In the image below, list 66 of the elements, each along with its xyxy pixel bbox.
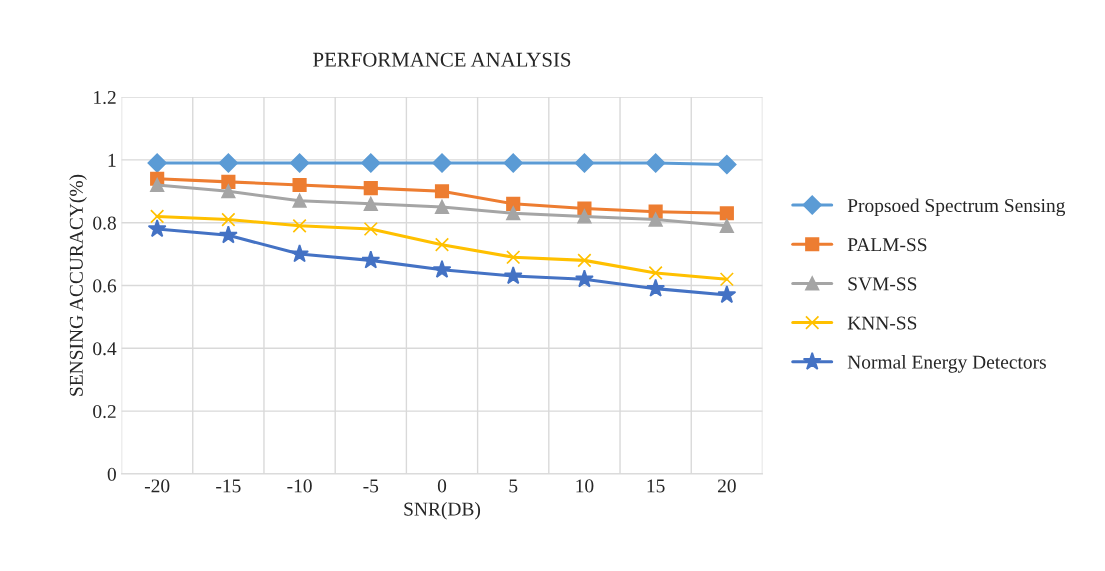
point — [150, 177, 165, 193]
y-tick-label: 1 — [108, 153, 116, 167]
point — [717, 154, 737, 175]
x-axis-title: SNR(DB) — [404, 501, 481, 520]
point — [221, 184, 236, 199]
point — [290, 244, 309, 263]
point — [363, 181, 378, 196]
point — [648, 265, 663, 281]
point — [719, 272, 734, 287]
point — [150, 209, 165, 224]
point — [503, 266, 523, 285]
legend-label: Normal Energy Detectors — [847, 355, 1046, 373]
point — [432, 153, 452, 173]
point — [363, 221, 378, 237]
legend-label: KNN-SS — [847, 316, 917, 330]
legend-label: SVM-SS — [848, 277, 917, 291]
y-tick-label: 0.8 — [93, 216, 116, 230]
legend-label: Propsoed Spectrum Sensing — [847, 198, 1066, 217]
point — [575, 269, 594, 288]
point — [506, 196, 521, 211]
point — [147, 219, 167, 238]
y-tick-label: 1.2 — [94, 90, 116, 105]
point — [361, 153, 381, 173]
legend-label: PALM-SS — [847, 238, 927, 252]
point — [292, 177, 307, 193]
point — [646, 278, 666, 297]
point — [432, 259, 452, 278]
point — [289, 153, 310, 173]
point — [503, 153, 523, 173]
point — [361, 250, 381, 269]
point — [506, 206, 521, 221]
y-tick-label: 0.6 — [93, 279, 117, 293]
point — [363, 196, 378, 211]
point — [218, 153, 239, 173]
point — [719, 218, 734, 233]
y-tick-label: 0 — [107, 467, 116, 481]
point — [506, 250, 521, 265]
point — [577, 253, 592, 268]
point — [292, 218, 307, 233]
point — [717, 285, 737, 304]
point — [434, 237, 450, 252]
y-axis-title: SENSING ACCURACY(%) — [69, 174, 87, 396]
point — [221, 212, 236, 227]
x-tick-label: 20 — [717, 479, 736, 493]
y-tick-label: 0.2 — [93, 404, 116, 419]
x-tick-label: 10 — [576, 479, 594, 493]
x-tick-label: 5 — [509, 479, 518, 493]
point — [574, 153, 595, 173]
point — [292, 193, 307, 208]
x-tick-label: -20 — [144, 479, 170, 493]
point — [221, 174, 236, 189]
x-tick-label: -5 — [363, 479, 379, 493]
x-tick-label: -10 — [287, 479, 312, 493]
point — [645, 153, 666, 173]
chart-title: PERFORMANCE ANALYSIS — [313, 52, 571, 67]
x-tick-label: 0 — [437, 479, 447, 493]
point — [147, 153, 167, 173]
point — [434, 199, 450, 215]
point — [648, 212, 663, 227]
point — [434, 184, 450, 199]
point — [218, 225, 238, 244]
point — [577, 209, 592, 224]
point — [719, 206, 734, 221]
x-tick-label: -15 — [216, 479, 241, 493]
y-tick-label: 0.4 — [93, 342, 117, 356]
x-tick-label: 15 — [647, 479, 665, 493]
